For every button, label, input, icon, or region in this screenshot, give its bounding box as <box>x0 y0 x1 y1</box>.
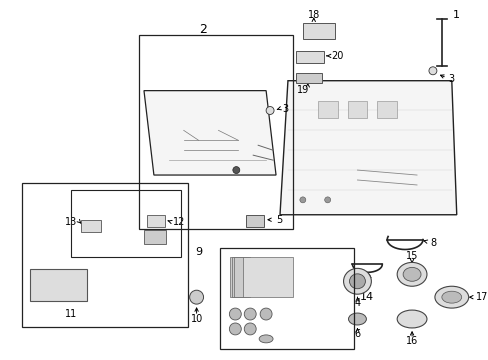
Bar <box>139 35 292 229</box>
Circle shape <box>244 323 256 335</box>
Bar <box>295 73 321 83</box>
Bar <box>81 220 101 231</box>
Ellipse shape <box>396 310 426 328</box>
Bar <box>246 215 264 227</box>
Bar <box>377 100 396 118</box>
Circle shape <box>428 67 436 75</box>
Text: 2: 2 <box>199 23 207 36</box>
Circle shape <box>244 308 256 320</box>
Ellipse shape <box>348 313 366 325</box>
Bar <box>347 100 366 118</box>
Circle shape <box>260 308 271 320</box>
Bar <box>143 230 165 244</box>
Text: 16: 16 <box>405 336 417 346</box>
Circle shape <box>324 197 330 203</box>
Text: 9: 9 <box>195 247 203 257</box>
Polygon shape <box>143 91 275 175</box>
Bar <box>234 257 250 297</box>
Bar <box>317 100 337 118</box>
Text: 11: 11 <box>65 309 78 319</box>
Text: 17: 17 <box>475 292 487 302</box>
Text: 4: 4 <box>354 298 360 308</box>
Bar <box>243 257 292 297</box>
Bar <box>230 257 246 297</box>
Bar <box>302 23 334 39</box>
Ellipse shape <box>343 268 370 294</box>
Ellipse shape <box>396 262 426 286</box>
Text: 7: 7 <box>364 276 370 286</box>
Text: 14: 14 <box>359 292 373 302</box>
Ellipse shape <box>259 335 272 343</box>
Text: 20: 20 <box>331 51 344 61</box>
Bar <box>232 257 248 297</box>
Ellipse shape <box>441 291 461 303</box>
Text: 12: 12 <box>172 217 185 227</box>
Text: 19: 19 <box>296 85 308 95</box>
Text: 3: 3 <box>282 104 287 113</box>
Bar <box>147 215 164 227</box>
Text: 6: 6 <box>354 329 360 339</box>
Text: 5: 5 <box>275 215 282 225</box>
Circle shape <box>265 107 273 114</box>
Text: 3: 3 <box>448 74 454 84</box>
Text: 18: 18 <box>307 10 319 20</box>
Ellipse shape <box>349 274 365 289</box>
Text: 8: 8 <box>429 238 435 248</box>
Bar <box>71 190 181 257</box>
Bar <box>30 269 87 301</box>
Circle shape <box>299 197 305 203</box>
Text: 10: 10 <box>190 314 203 324</box>
Ellipse shape <box>189 290 203 304</box>
Polygon shape <box>280 81 456 215</box>
Text: 15: 15 <box>405 251 417 261</box>
Ellipse shape <box>402 267 420 281</box>
Text: 1: 1 <box>452 10 459 20</box>
Bar <box>295 51 323 63</box>
Bar <box>220 248 354 349</box>
Text: 13: 13 <box>65 217 77 227</box>
Circle shape <box>229 308 241 320</box>
Circle shape <box>229 323 241 335</box>
Ellipse shape <box>434 286 468 308</box>
Circle shape <box>232 167 239 174</box>
Bar <box>22 183 187 327</box>
